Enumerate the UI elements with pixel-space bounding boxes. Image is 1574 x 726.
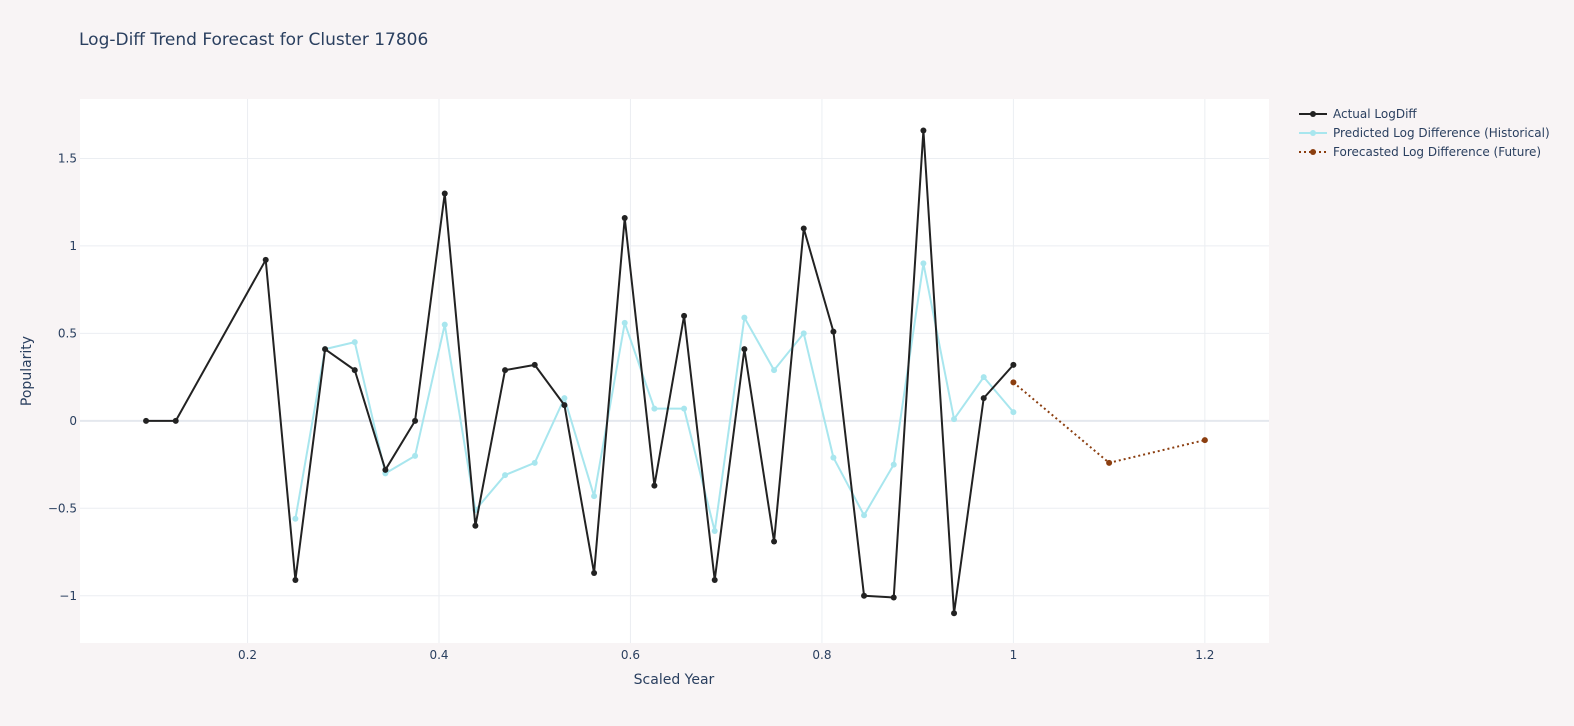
legend-swatch-marker	[1310, 149, 1316, 155]
series-1	[143, 127, 1017, 617]
data-point[interactable]	[472, 522, 479, 529]
x-axis-title: Scaled Year	[634, 672, 715, 688]
data-point[interactable]	[890, 461, 897, 468]
legend-swatch-marker	[1310, 130, 1316, 136]
data-point[interactable]	[741, 314, 748, 321]
legend-item[interactable]: Predicted Log Difference (Historical)	[1299, 126, 1550, 140]
data-point[interactable]	[172, 417, 179, 424]
y-tick-label: −1	[59, 589, 77, 603]
legend-item[interactable]: Actual LogDiff	[1299, 107, 1417, 121]
data-point[interactable]	[441, 190, 448, 197]
data-point[interactable]	[771, 367, 778, 374]
y-tick-label: −0.5	[48, 501, 77, 515]
x-tick-label: 0.6	[621, 648, 640, 662]
data-point[interactable]	[800, 330, 807, 337]
data-point[interactable]	[681, 312, 688, 319]
data-point[interactable]	[351, 339, 358, 346]
y-tick-label: 1.5	[58, 151, 77, 165]
data-point[interactable]	[741, 346, 748, 353]
legend: Actual LogDiff Predicted Log Difference (…	[1299, 107, 1550, 159]
data-point[interactable]	[502, 367, 509, 374]
data-point[interactable]	[1010, 361, 1017, 368]
y-tick-label: 1	[69, 239, 77, 253]
data-point[interactable]	[412, 452, 419, 459]
data-point[interactable]	[1106, 459, 1113, 466]
x-tick-label: 0.4	[429, 648, 448, 662]
data-point[interactable]	[561, 395, 568, 402]
data-point[interactable]	[621, 214, 628, 221]
data-point[interactable]	[531, 361, 538, 368]
data-point[interactable]	[920, 127, 927, 134]
data-point[interactable]	[531, 459, 538, 466]
x-tick-label: 1.2	[1195, 648, 1214, 662]
y-tick-label: 0.5	[58, 326, 77, 340]
legend-label: Forecasted Log Difference (Future)	[1333, 145, 1541, 159]
legend-label: Predicted Log Difference (Historical)	[1333, 126, 1550, 140]
data-point[interactable]	[951, 416, 958, 423]
data-point[interactable]	[591, 570, 598, 577]
data-point[interactable]	[292, 515, 299, 522]
x-tick-label: 0.2	[238, 648, 257, 662]
data-point[interactable]	[651, 482, 658, 489]
x-tick-label: 1	[1010, 648, 1018, 662]
data-point[interactable]	[711, 577, 718, 584]
data-point[interactable]	[1010, 379, 1017, 386]
series-layer	[143, 127, 1208, 617]
data-point[interactable]	[1010, 409, 1017, 416]
data-point[interactable]	[441, 321, 448, 328]
tick-labels: 0.2 0.4 0.6 0.8 1 1.2 −1 −0.5 0 0.5 1 1.5	[48, 151, 1215, 662]
data-point[interactable]	[502, 472, 509, 479]
data-point[interactable]	[322, 346, 329, 353]
data-point[interactable]	[292, 577, 299, 584]
data-point[interactable]	[143, 417, 150, 424]
data-point[interactable]	[1201, 437, 1208, 444]
data-point[interactable]	[382, 466, 389, 473]
data-point[interactable]	[591, 493, 598, 500]
data-point[interactable]	[980, 374, 987, 381]
data-point[interactable]	[861, 592, 868, 599]
data-point[interactable]	[920, 260, 927, 267]
chart-title: Log-Diff Trend Forecast for Cluster 1780…	[79, 30, 429, 50]
data-point[interactable]	[951, 610, 958, 617]
legend-label: Actual LogDiff	[1333, 107, 1417, 121]
data-point[interactable]	[711, 528, 718, 535]
data-point[interactable]	[980, 395, 987, 402]
data-point[interactable]	[800, 225, 807, 232]
data-point[interactable]	[681, 405, 688, 412]
data-point[interactable]	[561, 402, 568, 409]
data-point[interactable]	[621, 319, 628, 326]
data-point[interactable]	[262, 256, 269, 263]
data-point[interactable]	[830, 454, 837, 461]
series-line	[146, 129, 1015, 615]
y-axis-title: Popularity	[19, 336, 35, 406]
data-point[interactable]	[351, 367, 358, 374]
data-point[interactable]	[830, 328, 837, 335]
series-2	[292, 260, 1017, 535]
y-tick-label: 0	[69, 414, 77, 428]
legend-item[interactable]: Forecasted Log Difference (Future)	[1299, 145, 1541, 159]
data-point[interactable]	[412, 417, 419, 424]
x-tick-label: 0.8	[812, 648, 831, 662]
data-point[interactable]	[771, 538, 778, 545]
grid-lines	[80, 99, 1269, 643]
series-3	[1010, 379, 1208, 466]
data-point[interactable]	[651, 405, 658, 412]
data-point[interactable]	[890, 594, 897, 601]
legend-swatch-marker	[1310, 111, 1316, 117]
data-point[interactable]	[861, 512, 868, 519]
